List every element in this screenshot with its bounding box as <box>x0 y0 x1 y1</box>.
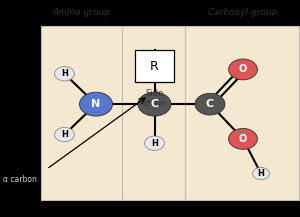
Text: N: N <box>92 99 100 109</box>
Circle shape <box>195 93 225 115</box>
Text: H: H <box>61 130 68 139</box>
Text: C: C <box>206 99 214 109</box>
Text: H: H <box>151 139 158 148</box>
Circle shape <box>80 92 112 116</box>
Text: H: H <box>61 69 68 78</box>
Text: Carboxyl group: Carboxyl group <box>208 8 278 17</box>
Text: O: O <box>239 64 247 74</box>
Text: O: O <box>239 134 247 144</box>
Circle shape <box>229 128 257 149</box>
Circle shape <box>138 92 171 116</box>
Text: Amino group: Amino group <box>52 8 110 17</box>
Text: Side
chain: Side chain <box>143 89 166 108</box>
Circle shape <box>55 127 74 142</box>
Bar <box>135 50 174 82</box>
Circle shape <box>229 59 257 80</box>
Text: H: H <box>258 169 264 178</box>
Circle shape <box>55 67 74 81</box>
Bar <box>40 26 298 200</box>
Text: α carbon: α carbon <box>3 174 37 184</box>
Text: R: R <box>150 60 159 73</box>
Circle shape <box>253 168 269 180</box>
Text: C: C <box>150 99 159 109</box>
Circle shape <box>145 136 164 150</box>
